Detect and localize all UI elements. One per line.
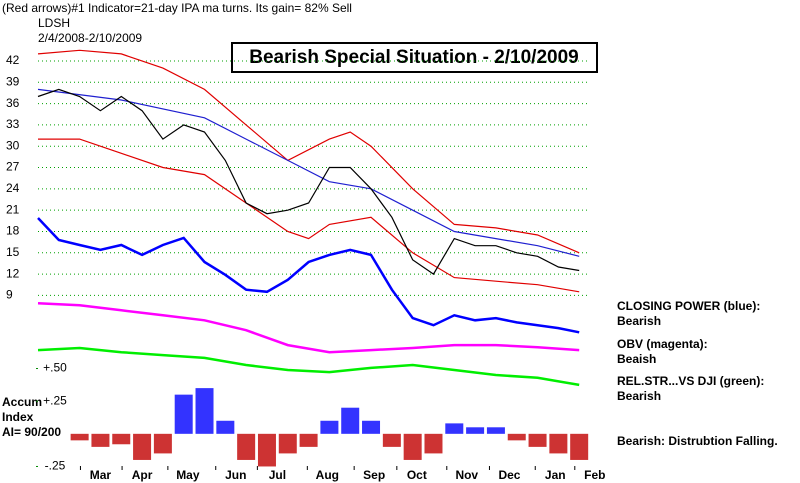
y-tick-label: 36 — [6, 96, 20, 110]
accum-bar — [341, 407, 360, 434]
accum-bar — [570, 433, 589, 460]
title-box — [231, 42, 598, 73]
annotation: Accum — [2, 395, 42, 409]
accum-bar — [216, 420, 235, 434]
y2-tick-label: -.25 — [45, 459, 66, 473]
y2-tick-label: +.50 — [43, 361, 67, 375]
x-tick-label: Oct — [407, 468, 427, 482]
y-tick-label: 9 — [6, 288, 13, 302]
x-tick-label: Jan — [545, 468, 566, 482]
annotation: CLOSING POWER (blue): — [617, 299, 760, 313]
price-line — [37, 217, 580, 334]
accum-bar — [299, 433, 318, 447]
price-line — [38, 138, 580, 293]
accum-bar — [382, 433, 401, 447]
accum-bar — [424, 433, 443, 454]
y-tick-label: 33 — [6, 117, 20, 131]
x-tick-label: Nov — [455, 468, 478, 482]
price-line — [37, 49, 580, 254]
x-tick-label: Dec — [498, 468, 520, 482]
accum-bar — [91, 433, 110, 447]
annotation: OBV (magenta): — [617, 337, 708, 351]
annotation: REL.STR...VS DJI (green): — [617, 374, 764, 388]
accum-bar — [133, 433, 152, 460]
accum-bar — [445, 423, 464, 434]
accum-bar — [257, 433, 276, 467]
accum-bar — [195, 388, 214, 434]
x-tick-label: Jun — [225, 468, 246, 482]
symbol: LDSH — [38, 16, 70, 30]
accum-bar — [153, 433, 172, 454]
price-line — [37, 88, 580, 275]
annotation: Bearish — [617, 389, 661, 403]
accum-bar — [403, 433, 422, 460]
plot: 42 39 36 33 30 27 24 21 18 15 12 9 +.50 +.25 -.25 Mar Ap… — [6, 49, 605, 482]
x-tick-label: Feb — [584, 468, 605, 482]
x-tick-label: May — [176, 468, 200, 482]
accum-bar — [320, 420, 339, 434]
y-tick-label: 15 — [6, 245, 20, 259]
annotation: Beaish — [617, 352, 656, 366]
y-tick-label: 39 — [6, 74, 20, 88]
accum-bar — [362, 420, 381, 434]
y-tick-label: 18 — [6, 224, 20, 238]
accum-bar — [278, 433, 297, 454]
accum-bar — [507, 433, 526, 441]
date-range: 2/4/2008-2/10/2009 — [38, 31, 142, 45]
price-line — [37, 301, 580, 354]
accum-bar — [174, 394, 193, 434]
y-tick-label: 30 — [6, 138, 20, 152]
x-tick-label: Aug — [316, 468, 339, 482]
annotation: Index — [2, 410, 34, 424]
annotation: Bearish: Distrubtion Falling. — [617, 434, 778, 448]
x-tick-label: Sep — [363, 468, 385, 482]
y-tick-label: 27 — [6, 160, 20, 174]
y-tick-label: 42 — [6, 53, 20, 67]
y2-tick-label: +.25 — [43, 393, 67, 407]
accum-bar — [528, 433, 547, 447]
x-tick-label: Apr — [132, 468, 153, 482]
price-line — [37, 346, 580, 387]
annotation: Bearish — [617, 314, 661, 328]
accum-bar — [70, 433, 89, 441]
accum-bar — [549, 433, 568, 454]
y-tick-label: 24 — [6, 181, 20, 195]
x-tick-label: Mar — [90, 468, 112, 482]
chart-title: Bearish Special Situation - 2/10/2009 — [249, 47, 578, 68]
x-tick-label: Jul — [269, 468, 286, 482]
header: (Red arrows)#1 Indicator=21-day IPA ma t… — [2, 1, 352, 15]
annotation: AI= 90/200 — [2, 425, 61, 439]
y-tick-label: 12 — [6, 266, 20, 280]
accum-bar — [237, 433, 256, 460]
y-tick-label: 21 — [6, 202, 20, 216]
accum-bar — [486, 427, 505, 434]
accum-bar — [112, 433, 131, 445]
accum-bar — [466, 427, 485, 434]
price-line — [37, 88, 580, 257]
